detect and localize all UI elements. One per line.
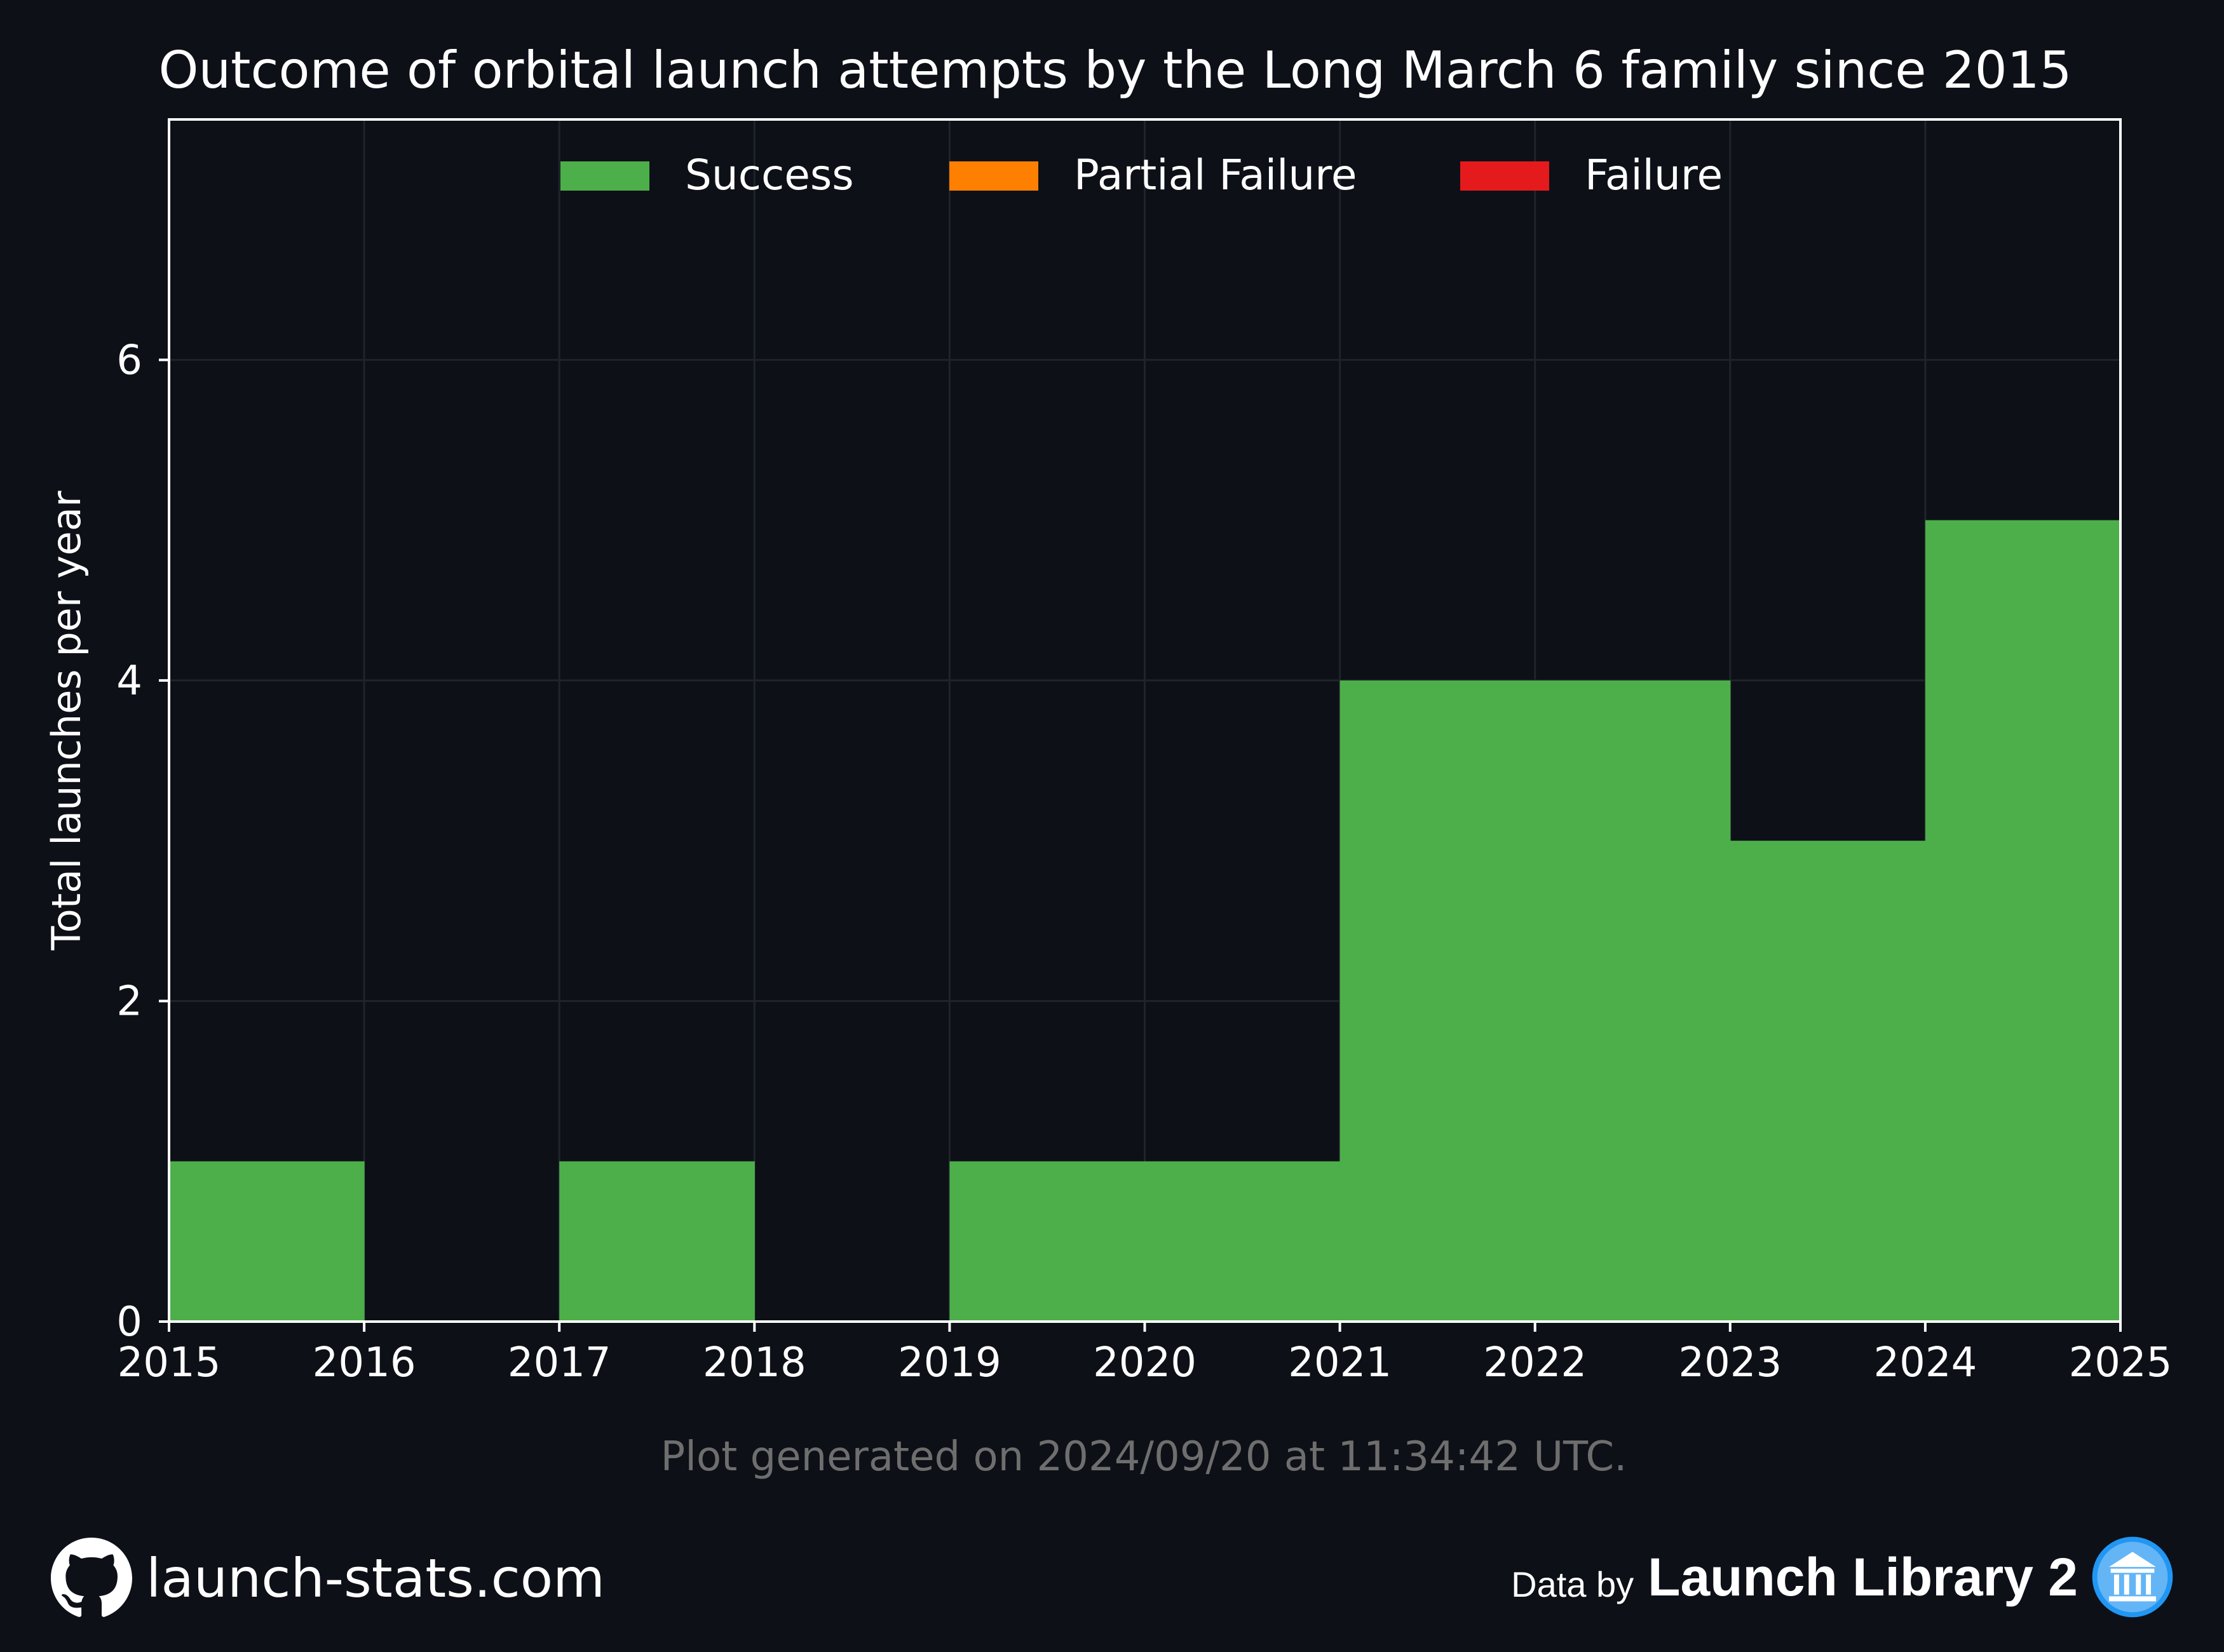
y-axis: 0 2 4 6 (116, 337, 169, 1346)
site-label: launch-stats.com (146, 1547, 605, 1609)
x-tick-label: 2018 (703, 1339, 806, 1386)
x-tick-label: 2022 (1483, 1339, 1587, 1386)
legend-swatch-partial-failure (949, 161, 1038, 191)
bar-success-2022 (1535, 680, 1731, 1322)
footer-source: Data by Launch Library 2 (1511, 1535, 2174, 1619)
legend-swatch-success (560, 161, 649, 191)
bar-success-2024 (1925, 520, 2121, 1322)
x-tick-label: 2020 (1093, 1339, 1197, 1386)
bar-success-2017 (559, 1161, 755, 1322)
x-tick-label: 2016 (313, 1339, 416, 1386)
y-tick-label: 6 (116, 337, 142, 384)
legend-label-partial-failure: Partial Failure (1074, 151, 1357, 200)
footer-site[interactable]: launch-stats.com (51, 1538, 605, 1619)
legend-swatch-failure (1460, 161, 1549, 191)
x-tick-label: 2023 (1678, 1339, 1782, 1386)
data-by-label: Data by (1511, 1564, 1634, 1604)
legend-label-failure: Failure (1585, 151, 1723, 200)
bar-success-2019 (949, 1161, 1146, 1322)
legend: Success Partial Failure Failure (560, 151, 1723, 200)
x-axis: 2015 2016 2017 2018 2019 2020 2021 2022 2023 2024… (118, 1322, 2173, 1386)
bar-success-2020 (1144, 1161, 1341, 1322)
x-tick-label: 2019 (898, 1339, 1001, 1386)
y-axis-label: Total launches per year (43, 491, 90, 951)
y-tick-label: 4 (116, 658, 142, 705)
x-tick-label: 2021 (1288, 1339, 1392, 1386)
x-tick-label: 2025 (2069, 1339, 2173, 1386)
github-icon (51, 1538, 132, 1617)
x-tick-label: 2015 (118, 1339, 221, 1386)
bar-success-2021 (1339, 680, 1536, 1322)
x-tick-label: 2024 (1873, 1339, 1977, 1386)
y-tick-label: 2 (116, 978, 142, 1025)
footnote: Plot generated on 2024/09/20 at 11:34:42… (661, 1433, 1627, 1480)
source-label: Launch Library 2 (1648, 1547, 2078, 1607)
launch-library-icon (2092, 1536, 2173, 1618)
bars (169, 520, 2121, 1322)
bar-success-2015 (169, 1161, 365, 1322)
y-tick-label: 0 (116, 1299, 142, 1346)
chart-title: Outcome of orbital launch attempts by th… (158, 41, 2071, 100)
legend-label-success: Success (685, 151, 854, 200)
bar-success-2023 (1730, 841, 1926, 1322)
x-tick-label: 2017 (508, 1339, 611, 1386)
